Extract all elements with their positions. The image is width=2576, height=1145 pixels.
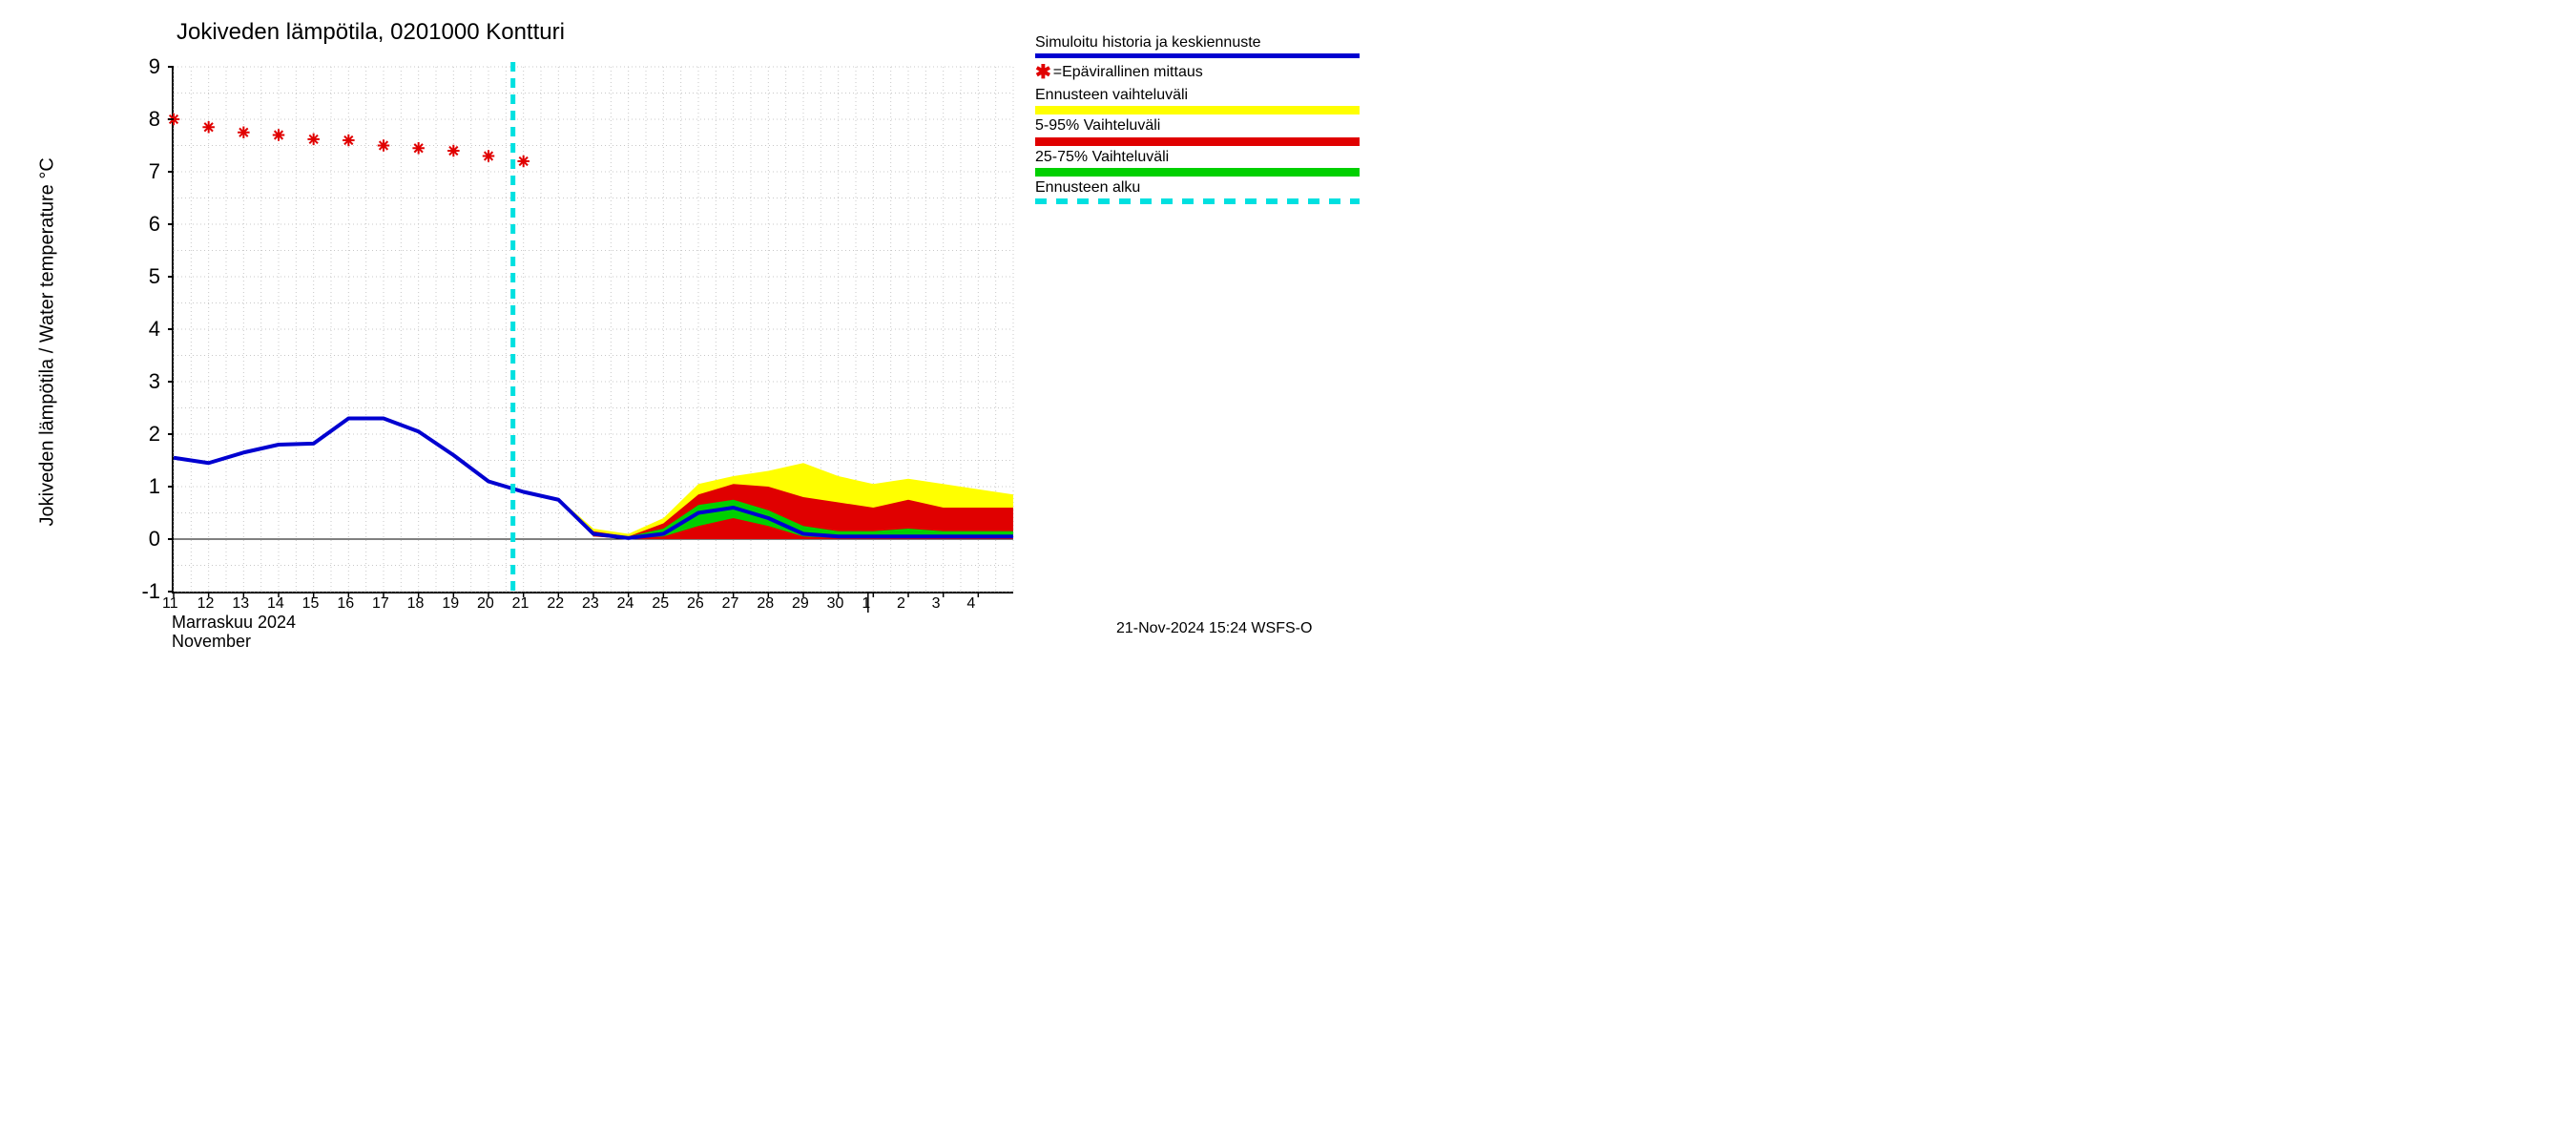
legend-swatch <box>1035 137 1360 146</box>
x-tick-label: 17 <box>372 595 401 613</box>
legend-item: 5-95% Vaihteluväli <box>1035 116 1379 145</box>
legend: Simuloitu historia ja keskiennuste ✱=Epäv… <box>1035 33 1379 206</box>
x-tick-label: 21 <box>512 595 541 613</box>
legend-item: Ennusteen vaihteluväli <box>1035 86 1379 114</box>
y-tick-label: 1 <box>114 474 160 499</box>
x-tick-label: 3 <box>932 595 961 613</box>
x-tick-label: 14 <box>267 595 296 613</box>
legend-label: Ennusteen vaihteluväli <box>1035 86 1379 104</box>
x-tick-label: 29 <box>792 595 821 613</box>
x-tick-label: 2 <box>897 595 925 613</box>
legend-item: Ennusteen alku <box>1035 178 1379 204</box>
legend-label: Simuloitu historia ja keskiennuste <box>1035 33 1379 52</box>
y-tick-label: 4 <box>114 317 160 342</box>
legend-swatch <box>1035 106 1360 114</box>
x-tick-label: 16 <box>337 595 365 613</box>
legend-swatch <box>1035 198 1360 204</box>
legend-item: 25-75% Vaihteluväli <box>1035 148 1379 177</box>
x-tick-label: 26 <box>687 595 716 613</box>
chart-container: Jokiveden lämpötila, 0201000 Kontturi Jo… <box>0 0 1431 639</box>
plot-svg <box>174 67 1013 592</box>
y-tick-label: 3 <box>114 369 160 394</box>
x-tick-label: 30 <box>827 595 856 613</box>
footer-timestamp: 21-Nov-2024 15:24 WSFS-O <box>1116 620 1312 637</box>
month-label-en: November <box>172 632 251 652</box>
x-tick-label: 12 <box>197 595 226 613</box>
x-tick-label: 25 <box>652 595 680 613</box>
x-tick-label: 15 <box>302 595 331 613</box>
y-tick-label: 2 <box>114 422 160 447</box>
x-tick-label: 24 <box>617 595 646 613</box>
x-tick-label: 13 <box>232 595 260 613</box>
x-tick-label: 11 <box>162 595 191 613</box>
legend-swatch <box>1035 168 1360 177</box>
star-icon: ✱ <box>1035 60 1051 84</box>
legend-item: ✱=Epävirallinen mittaus <box>1035 60 1379 84</box>
legend-label: Ennusteen alku <box>1035 178 1379 197</box>
x-tick-label: 28 <box>757 595 785 613</box>
y-tick-label: 0 <box>114 527 160 552</box>
legend-label: 5-95% Vaihteluväli <box>1035 116 1379 135</box>
y-tick-label: 5 <box>114 264 160 289</box>
legend-item: Simuloitu historia ja keskiennuste <box>1035 33 1379 58</box>
y-tick-label: 9 <box>114 54 160 79</box>
y-tick-label: 7 <box>114 159 160 184</box>
x-tick-label: 23 <box>582 595 611 613</box>
legend-swatch <box>1035 53 1360 58</box>
x-tick-label: 20 <box>477 595 506 613</box>
x-tick-label: 18 <box>407 595 436 613</box>
y-tick-label: 8 <box>114 107 160 132</box>
legend-label: =Epävirallinen mittaus <box>1053 64 1203 81</box>
y-tick-label: -1 <box>114 579 160 604</box>
x-tick-label: 27 <box>722 595 751 613</box>
chart-title: Jokiveden lämpötila, 0201000 Kontturi <box>177 19 565 46</box>
plot-area <box>172 67 1013 593</box>
x-tick-label: 19 <box>442 595 470 613</box>
x-tick-label: 4 <box>966 595 995 613</box>
x-tick-label: 1 <box>862 595 890 613</box>
x-tick-label: 22 <box>547 595 575 613</box>
month-label-fi: Marraskuu 2024 <box>172 613 296 633</box>
legend-label: 25-75% Vaihteluväli <box>1035 148 1379 166</box>
y-tick-label: 6 <box>114 212 160 237</box>
y-axis-label: Jokiveden lämpötila / Water temperature … <box>37 107 59 527</box>
